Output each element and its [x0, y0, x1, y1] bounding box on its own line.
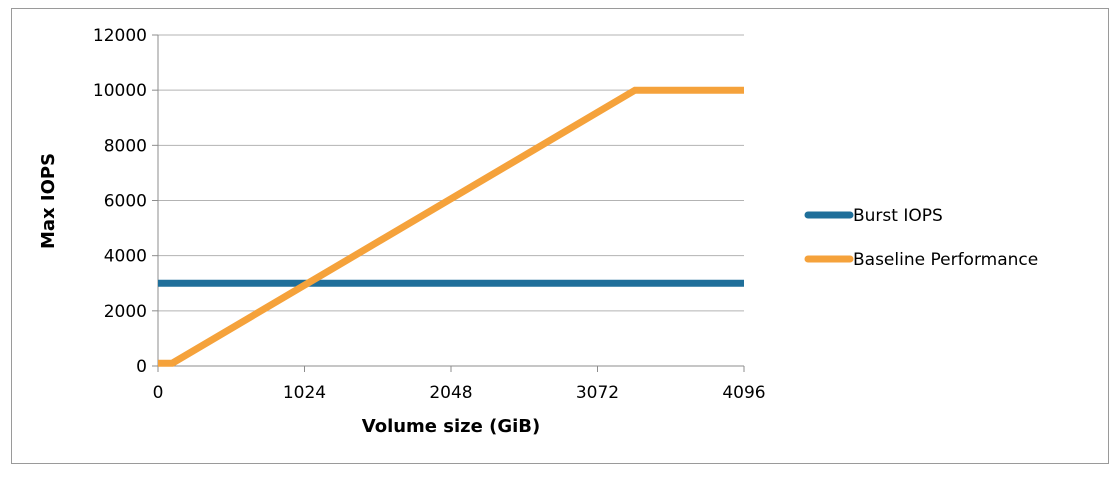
tick-labels: 0 2000 4000 6000 8000 10000 12000 0 1024 2048 3072… [93, 26, 766, 403]
chart-frame [11, 8, 1109, 464]
y-tick-label-12000: 12000 [93, 26, 147, 46]
y-tick-label-6000: 6000 [104, 192, 147, 212]
x-tick-label-3072: 3072 [576, 383, 619, 403]
tick-marks [152, 34, 745, 372]
x-axis-title: Volume size (GiB) [362, 416, 540, 437]
y-tick-label-0: 0 [136, 357, 147, 377]
y-tick-label-10000: 10000 [93, 81, 147, 101]
series-lines [158, 86, 744, 367]
legend: Burst IOPS Baseline Performance [804, 206, 1038, 270]
legend-item-baseline-performance: Baseline Performance [804, 250, 1038, 270]
y-tick-label-8000: 8000 [104, 136, 147, 156]
x-tick-label-1024: 1024 [283, 383, 326, 403]
x-tick-label-0: 0 [153, 383, 164, 403]
legend-label-burst-iops: Burst IOPS [853, 206, 943, 226]
series-line-baseline-performance [158, 86, 744, 367]
x-tick-label-4096: 4096 [722, 383, 765, 403]
y-axis-title: Max IOPS [38, 153, 59, 249]
y-tick-label-2000: 2000 [104, 302, 147, 322]
x-tick-label-2048: 2048 [429, 383, 472, 403]
gridlines [158, 34, 744, 312]
y-tick-label-4000: 4000 [104, 247, 147, 267]
legend-item-burst-iops: Burst IOPS [804, 206, 943, 226]
legend-label-baseline-performance: Baseline Performance [853, 250, 1038, 270]
